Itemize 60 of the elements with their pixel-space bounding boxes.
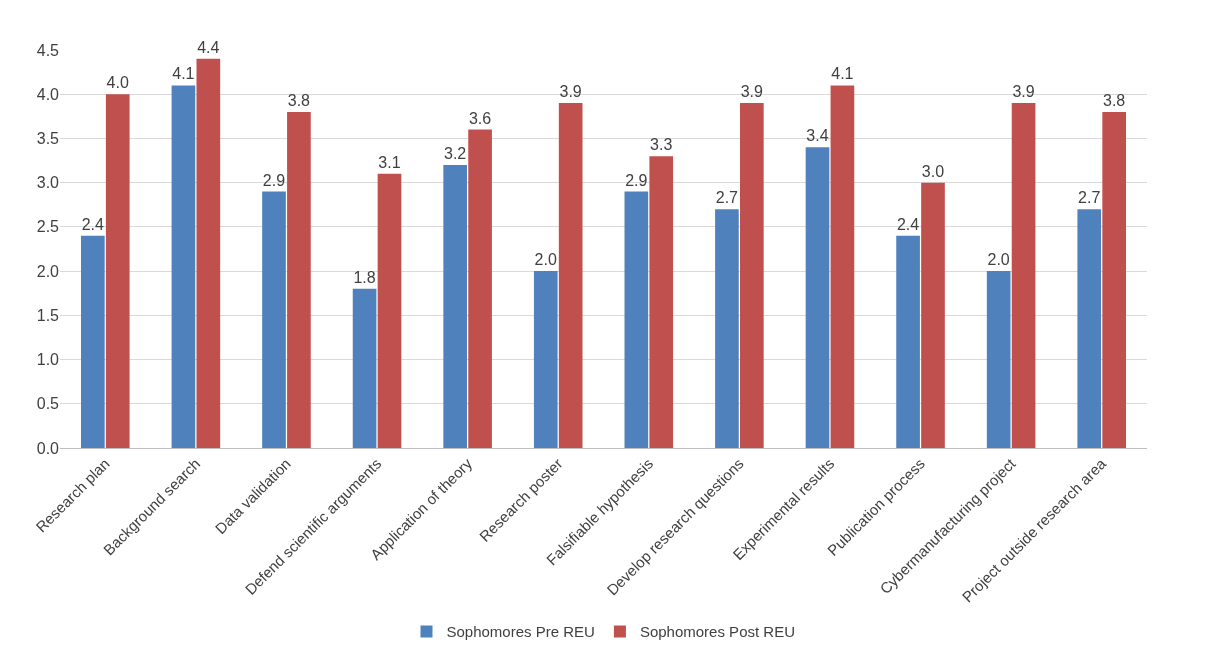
data-label: 2.4 bbox=[896, 215, 920, 233]
legend-label: Sophomores Post REU bbox=[639, 623, 795, 641]
y-tick-label: 0.0 bbox=[36, 439, 60, 457]
bar bbox=[533, 271, 558, 448]
bar bbox=[468, 129, 492, 448]
bar bbox=[105, 94, 130, 448]
data-label: 1.8 bbox=[353, 268, 376, 286]
data-label: 4.4 bbox=[197, 38, 220, 56]
bar bbox=[196, 58, 221, 448]
data-label: 2.9 bbox=[262, 171, 286, 189]
bar bbox=[986, 271, 1011, 448]
bar bbox=[896, 235, 920, 448]
bar bbox=[1077, 209, 1102, 448]
bar bbox=[352, 288, 377, 448]
data-label: 4.1 bbox=[172, 65, 195, 83]
data-label: 3.6 bbox=[468, 109, 492, 127]
data-label: 2.0 bbox=[987, 251, 1010, 269]
data-label: 3.9 bbox=[1012, 83, 1035, 101]
y-tick-label: 1.5 bbox=[36, 306, 60, 324]
bar bbox=[921, 182, 945, 448]
bar bbox=[830, 85, 855, 448]
data-label: 2.7 bbox=[715, 189, 739, 207]
data-label: 4.1 bbox=[831, 65, 854, 83]
bar bbox=[624, 191, 649, 448]
data-label: 4.0 bbox=[106, 74, 129, 92]
data-label: 2.9 bbox=[625, 171, 648, 189]
bar bbox=[1011, 103, 1036, 448]
data-label: 3.2 bbox=[444, 144, 467, 162]
y-tick-label: 2.0 bbox=[36, 262, 60, 280]
data-label: 3.1 bbox=[378, 153, 401, 171]
data-label: 3.8 bbox=[287, 91, 311, 109]
y-tick-label: 1.0 bbox=[36, 351, 60, 369]
bar bbox=[377, 173, 402, 448]
data-label: 3.4 bbox=[806, 127, 829, 145]
data-label: 2.4 bbox=[81, 215, 105, 233]
bar bbox=[262, 191, 286, 448]
bar bbox=[649, 156, 674, 448]
data-label: 2.0 bbox=[534, 251, 557, 269]
data-label: 3.9 bbox=[559, 83, 582, 101]
bar bbox=[740, 103, 764, 448]
bar bbox=[287, 111, 311, 448]
bar bbox=[81, 235, 105, 448]
data-label: 3.3 bbox=[650, 136, 673, 154]
y-tick-label: 4.5 bbox=[36, 41, 60, 59]
data-label: 3.9 bbox=[740, 83, 763, 101]
y-tick-label: 4.0 bbox=[36, 85, 60, 103]
y-tick-label: 2.5 bbox=[36, 218, 60, 236]
data-label: 3.0 bbox=[921, 162, 945, 180]
bar bbox=[805, 147, 830, 448]
y-tick-label: 3.5 bbox=[36, 130, 60, 148]
data-label: 2.7 bbox=[1078, 189, 1101, 207]
legend-label: Sophomores Pre REU bbox=[446, 623, 595, 641]
bar bbox=[715, 209, 739, 448]
bar bbox=[171, 85, 196, 448]
bar bbox=[1102, 111, 1126, 448]
y-tick-label: 0.5 bbox=[36, 395, 60, 413]
data-label: 3.8 bbox=[1102, 91, 1126, 109]
y-tick-label: 3.0 bbox=[36, 174, 60, 192]
bar bbox=[558, 103, 583, 448]
bar bbox=[443, 164, 467, 448]
